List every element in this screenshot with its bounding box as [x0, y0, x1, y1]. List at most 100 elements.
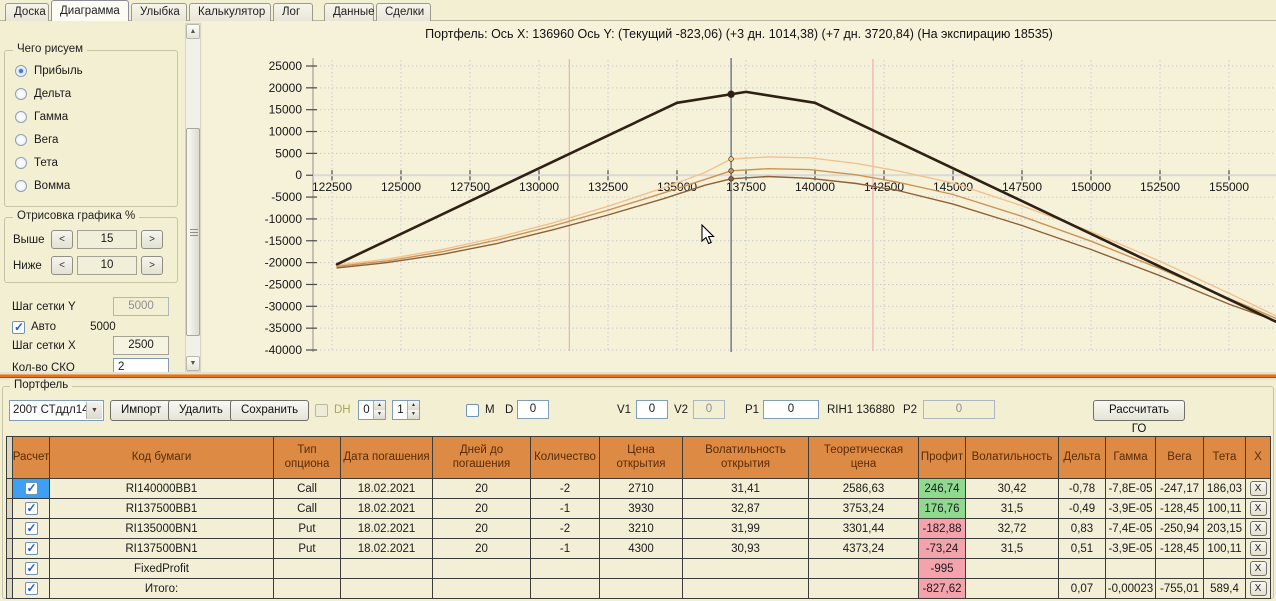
svg-text:127500: 127500 [450, 180, 490, 194]
cell-Тип опциона: Call [274, 499, 341, 519]
radio-option-Вомма[interactable]: Вомма [15, 180, 70, 192]
save-button[interactable]: Сохранить [230, 400, 310, 421]
svg-text:15000: 15000 [269, 103, 303, 117]
cell-Вега: -755,01 [1156, 579, 1204, 599]
column-header-Гамма[interactable]: Гамма [1106, 437, 1156, 479]
radio-option-Прибыль[interactable]: Прибыль [15, 65, 83, 77]
chevron-down-icon[interactable]: ▼ [86, 402, 102, 419]
increase-button[interactable]: > [141, 256, 163, 275]
grid-y-input[interactable]: 5000 [113, 297, 169, 316]
cell-Теоретическая цена [809, 559, 919, 579]
column-header-Профит[interactable]: Профит [919, 437, 966, 479]
tab-Улыбка[interactable]: Улыбка [131, 3, 187, 21]
calc-checkbox[interactable] [24, 541, 38, 555]
calc-checkbox[interactable] [24, 561, 38, 575]
svg-text:142500: 142500 [864, 180, 904, 194]
calc-go-button[interactable]: Рассчитать ГО [1093, 400, 1185, 435]
remove-row-button[interactable]: X [1249, 521, 1267, 536]
radio-icon [15, 180, 27, 192]
scroll-down-icon[interactable]: ▼ [186, 356, 200, 371]
cell-Цена открытия: 3930 [600, 499, 683, 519]
cell-Волатильность: 31,5 [966, 539, 1059, 559]
grid-x-input[interactable]: 2500 [113, 336, 169, 355]
radio-label: Вега [34, 134, 59, 146]
import-button[interactable]: Импорт [110, 400, 173, 421]
tab-Доска[interactable]: Доска [5, 3, 49, 21]
calc-checkbox-cell [13, 559, 50, 579]
column-header-Количество[interactable]: Количество [531, 437, 600, 479]
d-input[interactable]: 0 [517, 400, 549, 419]
scroll-thumb[interactable] [186, 128, 200, 336]
dh-checkbox[interactable] [315, 404, 328, 417]
cell-Теоретическая цена: 3301,44 [809, 519, 919, 539]
radio-option-Гамма[interactable]: Гамма [15, 111, 68, 123]
column-header-Код бумаги[interactable]: Код бумаги [50, 437, 274, 479]
svg-text:130000: 130000 [519, 180, 559, 194]
p2-input[interactable]: 0 [923, 400, 995, 419]
percent-value[interactable]: 15 [77, 230, 137, 249]
remove-row-button[interactable]: X [1249, 501, 1267, 516]
cell-Тета [1204, 559, 1246, 579]
column-header-Теоретическая цена[interactable]: Теоретическая цена [809, 437, 919, 479]
auto-checkbox[interactable] [12, 320, 25, 334]
p1-input[interactable]: 0 [763, 400, 819, 419]
column-header-Тета[interactable]: Тета [1204, 437, 1246, 479]
scroll-up-icon[interactable]: ▲ [186, 24, 200, 39]
calc-checkbox[interactable] [24, 501, 38, 515]
pnl-chart[interactable]: 25000 20000 15000 10000 5000 0 -5000 -10000 -150… [0, 0, 1276, 372]
remove-row-button[interactable]: X [1249, 561, 1267, 576]
decrease-button[interactable]: < [51, 230, 73, 249]
column-header-Цена открытия[interactable]: Цена открытия [600, 437, 683, 479]
m-checkbox[interactable] [466, 404, 479, 417]
column-header-Волатильность открытия[interactable]: Волатильность открытия [683, 437, 809, 479]
delete-button[interactable]: Удалить [168, 400, 234, 421]
column-header-Расчет[interactable]: Расчет [13, 437, 50, 479]
svg-text:152500: 152500 [1140, 180, 1180, 194]
cell-Гамма [1106, 559, 1156, 579]
tab-Диаграмма[interactable]: Диаграмма [51, 0, 129, 21]
column-header-Тип опциона[interactable]: Тип опциона [274, 437, 341, 479]
cell-Дней до погашения [433, 579, 531, 599]
p1-label: P1 [745, 404, 760, 416]
calc-checkbox[interactable] [24, 481, 38, 495]
grid-y-label: Шаг сетки Y [12, 301, 76, 313]
percent-value[interactable]: 10 [77, 256, 137, 275]
column-header-Вега[interactable]: Вега [1156, 437, 1204, 479]
chart-area[interactable] [202, 21, 1276, 372]
svg-text:150000: 150000 [1071, 180, 1111, 194]
svg-text:125000: 125000 [381, 180, 421, 194]
calc-checkbox-cell [13, 479, 50, 499]
calc-checkbox[interactable] [24, 521, 38, 535]
column-header-X[interactable]: X [1246, 437, 1271, 479]
column-header-Дней до погашения[interactable]: Дней до погашения [433, 437, 531, 479]
splitter-bar[interactable] [0, 372, 1276, 380]
radio-option-Дельта[interactable]: Дельта [15, 88, 71, 100]
increase-button[interactable]: > [141, 230, 163, 249]
column-header-Дельта[interactable]: Дельта [1059, 437, 1106, 479]
v2-label: V2 [674, 404, 689, 416]
remove-row-button[interactable]: X [1249, 541, 1267, 556]
panel-scrollbar[interactable]: ▲ ▼ [185, 23, 201, 372]
radio-option-Тета[interactable]: Тета [15, 157, 58, 169]
remove-cell: X [1246, 519, 1271, 539]
tab-Сделки[interactable]: Сделки [376, 3, 431, 21]
portfolio-preset-dropdown[interactable]: 200т СТддл14 ▼ [9, 400, 104, 421]
tab-Данные[interactable]: Данные [324, 3, 375, 21]
cell-Код бумаги: FixedProfit [50, 559, 274, 579]
decrease-button[interactable]: < [51, 256, 73, 275]
tab-Лог[interactable]: Лог [273, 3, 313, 21]
tab-Калькулятор[interactable]: Калькулятор [189, 3, 271, 21]
dh-spinner-2[interactable]: 1 ▲ ▼ [392, 400, 420, 420]
v2-input[interactable]: 0 [693, 400, 725, 419]
column-header-Волатильность[interactable]: Волатильность [966, 437, 1059, 479]
cell-Теоретическая цена: 4373,24 [809, 539, 919, 559]
remove-row-button[interactable]: X [1249, 481, 1267, 496]
v1-input[interactable]: 0 [636, 400, 668, 419]
column-header-Дата погашения[interactable]: Дата погашения [341, 437, 433, 479]
radio-option-Вега[interactable]: Вега [15, 134, 58, 146]
calc-checkbox[interactable] [24, 581, 38, 595]
remove-cell: X [1246, 479, 1271, 499]
dh-spinner-1[interactable]: 0 ▲ ▼ [358, 400, 386, 420]
remove-row-button[interactable]: X [1249, 581, 1267, 596]
